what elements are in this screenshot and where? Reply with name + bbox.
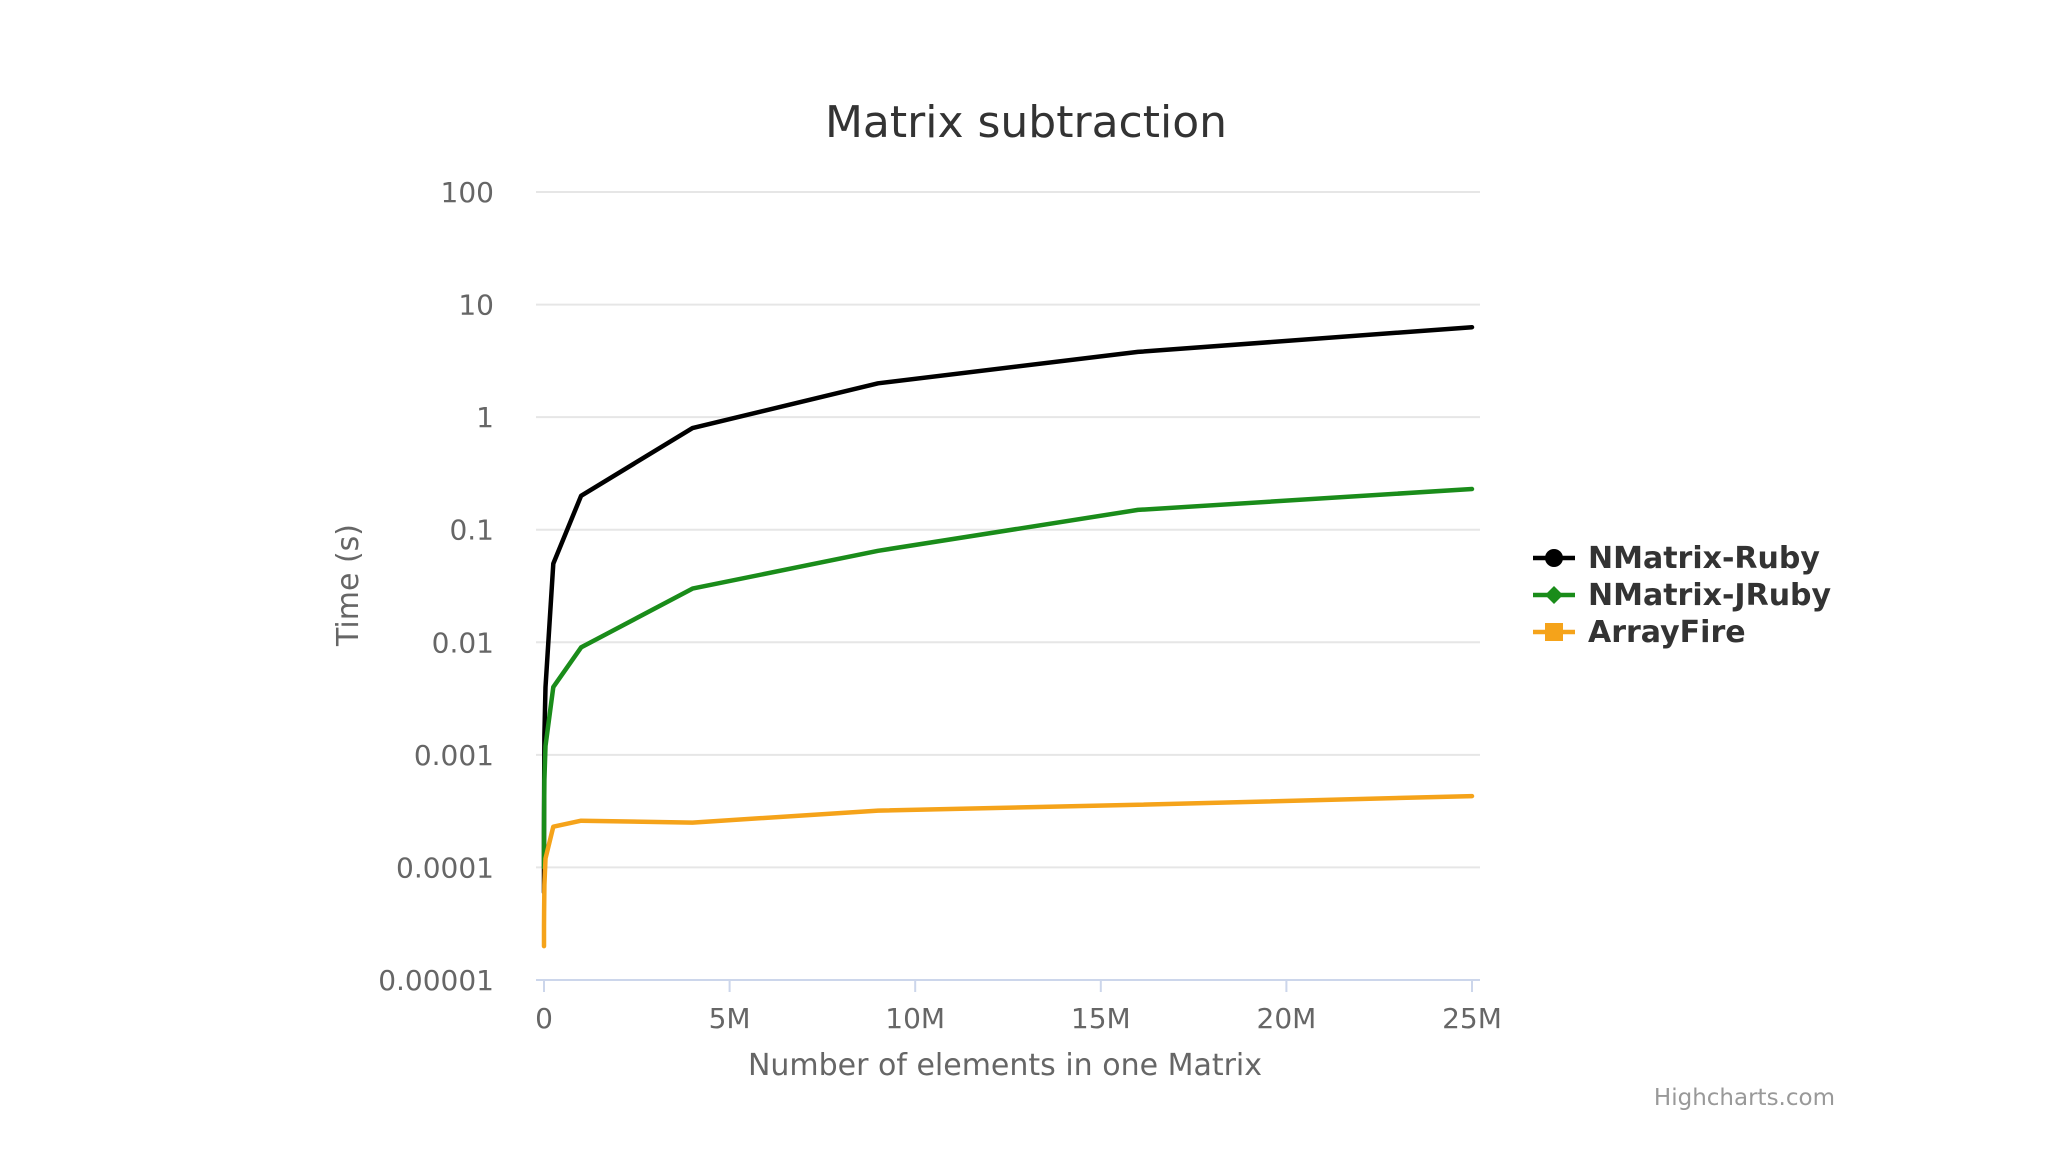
x-axis-ticks: 0 5M 10M 15M 20M 25M bbox=[535, 980, 1502, 1035]
x-tick-label: 25M bbox=[1442, 1002, 1502, 1035]
credits-link[interactable]: Highcharts.com bbox=[1654, 1085, 1835, 1111]
x-tick-label: 20M bbox=[1257, 1002, 1317, 1035]
y-tick-label: 0.0001 bbox=[396, 851, 494, 884]
x-tick-label: 5M bbox=[709, 1002, 751, 1035]
y-tick-label: 0.01 bbox=[432, 626, 494, 659]
legend-label: NMatrix-JRuby bbox=[1588, 578, 1832, 613]
legend-item-nmatrix-jruby[interactable]: NMatrix-JRuby bbox=[1533, 578, 1832, 613]
y-axis-ticks: 100 10 1 0.1 0.01 0.001 0.0001 0.00001 bbox=[378, 176, 494, 997]
x-axis-title: Number of elements in one Matrix bbox=[748, 1048, 1262, 1083]
legend-diamond-marker bbox=[1545, 586, 1563, 604]
y-tick-label: 0.00001 bbox=[378, 964, 494, 997]
y-tick-label: 10 bbox=[458, 289, 494, 322]
legend-label: NMatrix-Ruby bbox=[1588, 541, 1820, 576]
legend-square-marker bbox=[1545, 623, 1563, 641]
x-tick-label: 15M bbox=[1071, 1002, 1131, 1035]
chart-title: Matrix subtraction bbox=[825, 97, 1227, 148]
series-lines bbox=[541, 324, 1475, 949]
x-tick-label: 0 bbox=[535, 1002, 553, 1035]
legend-item-arrayfire[interactable]: ArrayFire bbox=[1533, 615, 1746, 650]
y-tick-label: 100 bbox=[441, 176, 494, 209]
y-tick-label: 1 bbox=[476, 401, 494, 434]
legend-circle-marker bbox=[1545, 549, 1563, 567]
x-tick-label: 10M bbox=[885, 1002, 945, 1035]
series-line-arrayfire[interactable] bbox=[541, 793, 1475, 949]
legend-label: ArrayFire bbox=[1588, 615, 1746, 650]
series-line-nmatrix-jruby[interactable] bbox=[541, 486, 1475, 870]
legend-item-nmatrix-ruby[interactable]: NMatrix-Ruby bbox=[1533, 541, 1820, 576]
gridlines bbox=[536, 191, 1480, 869]
y-axis-title: Time (s) bbox=[331, 524, 366, 647]
y-tick-label: 0.1 bbox=[449, 514, 494, 547]
y-tick-label: 0.001 bbox=[414, 739, 494, 772]
